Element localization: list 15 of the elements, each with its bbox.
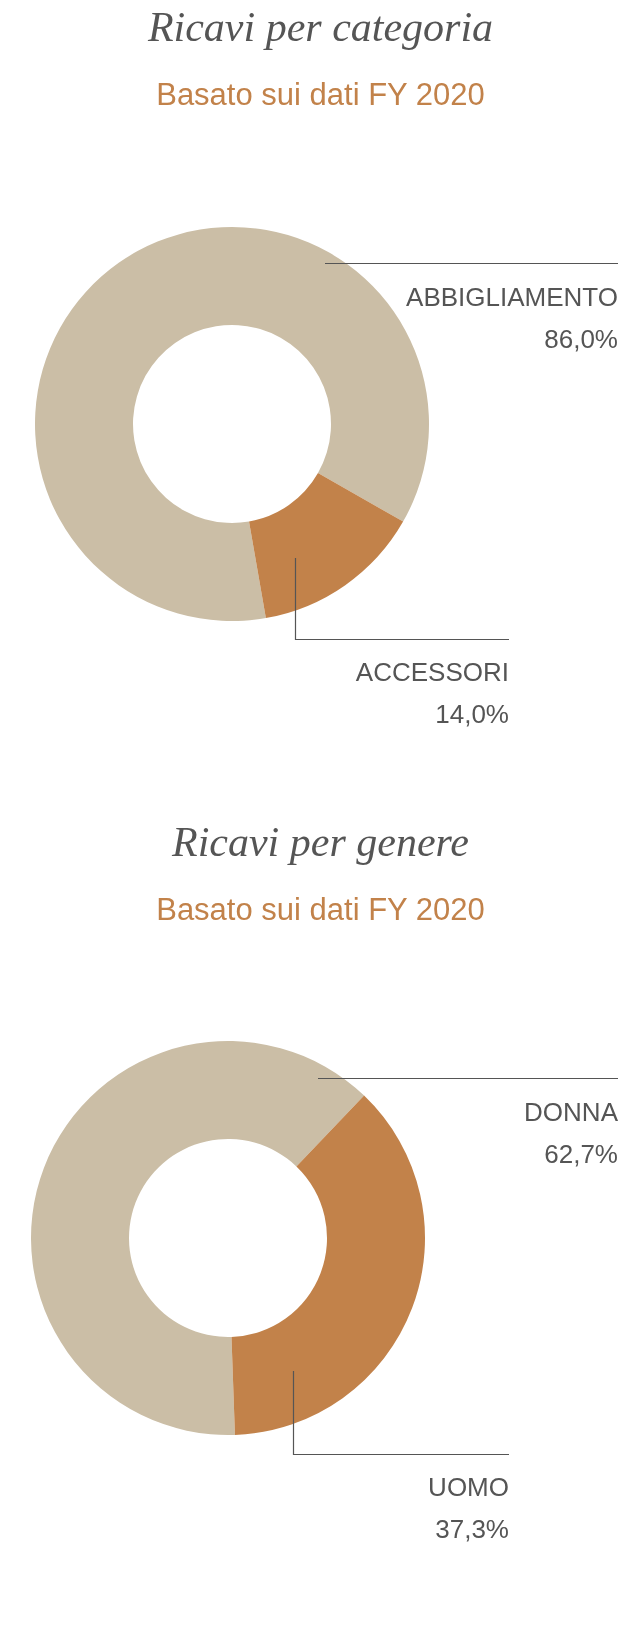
chart-subtitle: Basato sui dati FY 2020 <box>155 891 486 929</box>
slice-label: ABBIGLIAMENTO <box>406 282 618 312</box>
slice-label: ACCESSORI <box>355 657 509 687</box>
chart-subtitle: Basato sui dati FY 2020 <box>155 76 486 114</box>
slice-label: UOMO <box>428 1472 509 1502</box>
data-label: 37,3% <box>435 1514 509 1544</box>
donut-slice <box>231 1095 425 1435</box>
chart-title: Ricavi per categoria <box>146 3 495 52</box>
slice-label: DONNA <box>524 1097 619 1127</box>
donut-slice <box>31 1041 365 1435</box>
data-label: 62,7% <box>544 1139 618 1169</box>
data-label: 86,0% <box>544 324 618 354</box>
chart-title: Ricavi per genere <box>171 818 470 867</box>
data-label: 14,0% <box>435 699 509 729</box>
donut-slice <box>249 473 404 619</box>
